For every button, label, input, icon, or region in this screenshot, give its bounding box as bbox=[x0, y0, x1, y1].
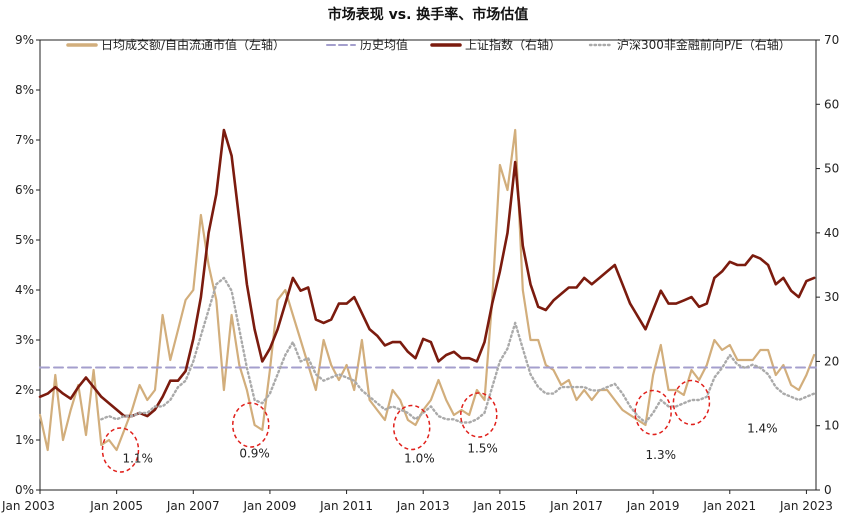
left-axis-tick-label: 8% bbox=[15, 83, 34, 97]
annotation-label: 1.3% bbox=[646, 448, 677, 462]
series-line-3 bbox=[38, 128, 816, 418]
x-axis-tick-label: Jan 2011 bbox=[319, 499, 373, 513]
left-axis-tick-label: 4% bbox=[15, 283, 34, 297]
annotation-label: 1.4% bbox=[747, 422, 778, 436]
left-axis-tick-label: 9% bbox=[15, 33, 34, 47]
legend: 日均成交额/自由流通市值（左轴） 历史均值 上证指数（右轴） 沪深300非金融前向P/… bbox=[66, 37, 791, 52]
annotation-label: 0.9% bbox=[239, 447, 270, 461]
plot-area: 0% 1% 2% 3% 4% 5% 6% 7% 8% 9% 0 10 20 30 40 50 60 70 Jan 2… bbox=[1, 33, 839, 513]
legend-label: 历史均值 bbox=[360, 37, 408, 52]
legend-label: 日均成交额/自由流通市值（左轴） bbox=[101, 37, 285, 52]
right-axis-tick-label: 60 bbox=[824, 97, 839, 111]
annotation-circle bbox=[232, 402, 270, 448]
right-axis-tick-label: 50 bbox=[824, 162, 839, 176]
annotation-circle bbox=[392, 404, 431, 451]
left-axis-tick-label: 3% bbox=[15, 333, 34, 347]
x-axis-tick-label: Jan 2003 bbox=[1, 499, 55, 513]
right-axis-tick-label: 30 bbox=[824, 290, 839, 304]
annotation-label: 1.1% bbox=[122, 452, 153, 466]
legend-label: 上证指数（右轴） bbox=[465, 37, 561, 52]
annotation-label: 1.5% bbox=[467, 442, 498, 456]
x-axis-tick-label: Jan 2009 bbox=[242, 499, 296, 513]
series-line-1 bbox=[38, 128, 816, 452]
left-axis-tick-label: 1% bbox=[15, 433, 34, 447]
right-axis-tick-label: 70 bbox=[824, 33, 839, 47]
annotation-circle bbox=[460, 392, 498, 438]
x-axis-tick-label: Jan 2017 bbox=[549, 499, 603, 513]
series-line-4 bbox=[100, 276, 816, 424]
x-axis-tick-label: Jan 2007 bbox=[166, 499, 220, 513]
annotation-circle bbox=[634, 389, 672, 436]
plot-frame bbox=[39, 39, 817, 491]
right-axis-tick-label: 20 bbox=[824, 354, 839, 368]
right-axis-tick-label: 10 bbox=[824, 419, 839, 433]
x-axis-tick-label: Jan 2013 bbox=[396, 499, 450, 513]
legend-label: 沪深300非金融前向P/E（右轴） bbox=[617, 37, 791, 52]
left-axis-tick-label: 0% bbox=[15, 483, 34, 497]
right-axis-tick-label: 40 bbox=[824, 226, 839, 240]
left-axis-tick-label: 6% bbox=[15, 183, 34, 197]
left-axis-tick-label: 2% bbox=[15, 383, 34, 397]
x-axis-tick-label: Jan 2015 bbox=[472, 499, 526, 513]
x-axis-tick-label: Jan 2023 bbox=[779, 499, 833, 513]
x-axis-tick-label: Jan 2019 bbox=[626, 499, 680, 513]
x-axis-tick-label: Jan 2005 bbox=[89, 499, 143, 513]
annotation-circle bbox=[101, 427, 140, 473]
annotation-label: 1.0% bbox=[404, 452, 435, 466]
right-axis-tick-label: 0 bbox=[824, 483, 832, 497]
x-axis-tick-label: Jan 2021 bbox=[702, 499, 756, 513]
annotation-circle bbox=[672, 379, 711, 426]
left-axis-tick-label: 7% bbox=[15, 133, 34, 147]
chart-title: 市场表现 vs. 换手率、市场估值 bbox=[328, 6, 529, 23]
left-axis-tick-label: 5% bbox=[15, 233, 34, 247]
